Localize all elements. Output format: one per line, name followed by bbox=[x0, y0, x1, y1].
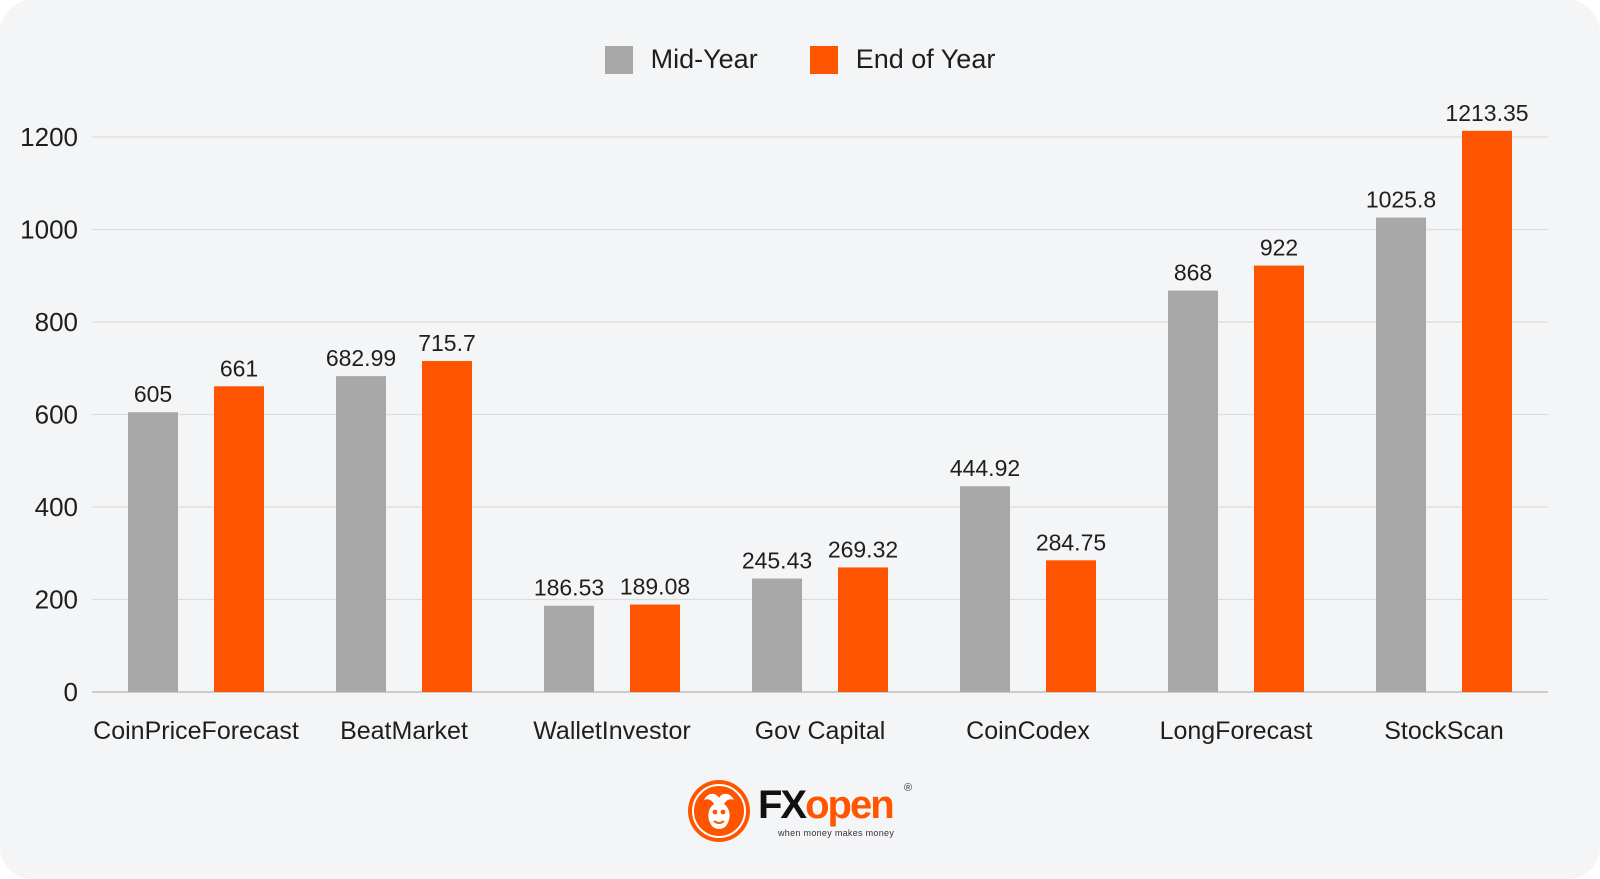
bar-end-of-year bbox=[1462, 130, 1512, 692]
x-tick-label: LongForecast bbox=[1160, 717, 1313, 745]
data-label: 661 bbox=[220, 355, 258, 381]
y-tick-label: 1200 bbox=[20, 122, 78, 152]
bar-end-of-year bbox=[630, 604, 680, 692]
data-label: 284.75 bbox=[1036, 529, 1106, 555]
y-tick-label: 400 bbox=[35, 492, 78, 522]
y-tick-label: 200 bbox=[35, 585, 78, 615]
y-tick-label: 0 bbox=[64, 677, 78, 707]
bar-mid-year bbox=[336, 376, 386, 692]
data-label: 868 bbox=[1174, 260, 1212, 286]
legend-swatch bbox=[604, 45, 633, 74]
data-label: 444.92 bbox=[950, 455, 1020, 481]
data-label: 189.08 bbox=[620, 574, 690, 600]
chart-legend: Mid-Year End of Year bbox=[0, 44, 1600, 75]
brand-tagline: when money makes money bbox=[778, 828, 895, 838]
x-tick-label: WalletInvestor bbox=[533, 717, 690, 745]
brand-name: FXopen bbox=[758, 783, 895, 827]
bar-end-of-year bbox=[1254, 265, 1304, 692]
fxopen-logo: FXopen ® when money makes money bbox=[686, 778, 916, 846]
y-tick-label: 800 bbox=[35, 307, 78, 337]
x-tick-label: BeatMarket bbox=[340, 717, 468, 745]
bar-mid-year bbox=[128, 412, 178, 692]
legend-label: Mid-Year bbox=[650, 44, 758, 74]
legend-swatch bbox=[809, 45, 838, 74]
x-tick-label: Gov Capital bbox=[755, 717, 886, 745]
data-label: 922 bbox=[1260, 235, 1298, 261]
data-label: 186.53 bbox=[534, 575, 604, 601]
bar-mid-year bbox=[960, 486, 1010, 692]
bar-end-of-year bbox=[838, 567, 888, 692]
registered-mark: ® bbox=[904, 782, 913, 794]
y-tick-label: 600 bbox=[35, 400, 78, 430]
brand-fx: FX bbox=[758, 783, 807, 827]
bar-end-of-year bbox=[422, 360, 472, 692]
data-label: 605 bbox=[134, 381, 172, 407]
data-label: 1213.35 bbox=[1445, 100, 1528, 126]
data-label: 715.7 bbox=[418, 330, 476, 356]
x-tick-label: CoinCodex bbox=[966, 717, 1090, 745]
bar-mid-year bbox=[1376, 217, 1426, 692]
bar-end-of-year bbox=[1046, 560, 1096, 692]
x-tick-label: StockScan bbox=[1384, 717, 1504, 745]
bar-mid-year bbox=[752, 578, 802, 692]
bar-mid-year bbox=[544, 605, 594, 692]
bull-emblem-icon bbox=[688, 780, 750, 842]
brand-open: open bbox=[805, 783, 895, 827]
data-label: 269.32 bbox=[828, 536, 898, 562]
data-label: 245.43 bbox=[742, 547, 812, 573]
bar-mid-year bbox=[1168, 290, 1218, 692]
data-label: 682.99 bbox=[326, 345, 396, 371]
legend-item: End of Year bbox=[809, 44, 996, 75]
legend-item: Mid-Year bbox=[604, 44, 758, 75]
bar-end-of-year bbox=[214, 386, 264, 692]
legend-label: End of Year bbox=[855, 44, 996, 74]
data-label: 1025.8 bbox=[1366, 187, 1436, 213]
y-tick-label: 1000 bbox=[20, 215, 78, 245]
x-tick-label: CoinPriceForecast bbox=[93, 717, 299, 745]
